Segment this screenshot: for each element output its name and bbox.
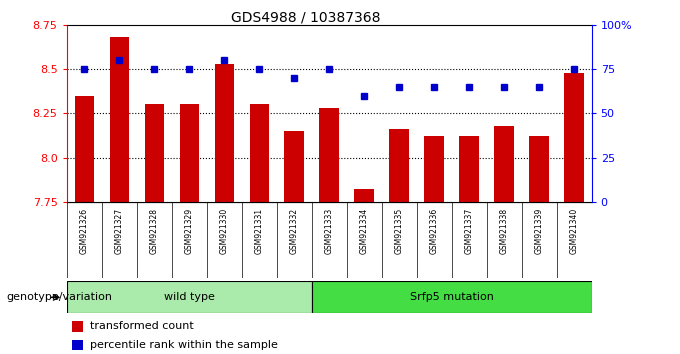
Bar <box>460 136 479 202</box>
Text: GSM921328: GSM921328 <box>150 208 158 254</box>
Bar <box>530 136 549 202</box>
Bar <box>320 108 339 202</box>
Text: transformed count: transformed count <box>90 321 194 331</box>
Text: GSM921330: GSM921330 <box>220 208 228 254</box>
Bar <box>311 281 592 313</box>
Text: genotype/variation: genotype/variation <box>7 292 113 302</box>
Bar <box>67 281 311 313</box>
Text: GSM921334: GSM921334 <box>360 208 369 254</box>
Text: wild type: wild type <box>164 292 215 302</box>
Text: GSM921333: GSM921333 <box>324 208 334 254</box>
Bar <box>390 129 409 202</box>
Bar <box>564 73 583 202</box>
Text: GSM921336: GSM921336 <box>430 208 439 254</box>
Text: GSM921337: GSM921337 <box>464 208 473 254</box>
Text: GSM921335: GSM921335 <box>394 208 404 254</box>
Text: GSM921329: GSM921329 <box>185 208 194 254</box>
Text: GSM921326: GSM921326 <box>80 208 88 254</box>
Bar <box>72 321 84 332</box>
Text: GSM921327: GSM921327 <box>115 208 124 254</box>
Text: GSM921332: GSM921332 <box>290 208 299 254</box>
Bar <box>250 104 269 202</box>
Bar <box>180 104 199 202</box>
Bar <box>75 96 94 202</box>
Bar <box>109 37 129 202</box>
Bar <box>284 131 304 202</box>
Bar <box>424 136 444 202</box>
Bar <box>494 126 513 202</box>
Text: GSM921331: GSM921331 <box>254 208 264 254</box>
Text: GSM921340: GSM921340 <box>570 208 579 254</box>
Text: GSM921339: GSM921339 <box>534 208 543 254</box>
Text: percentile rank within the sample: percentile rank within the sample <box>90 340 278 350</box>
Bar <box>354 189 374 202</box>
Text: GDS4988 / 10387368: GDS4988 / 10387368 <box>231 11 381 25</box>
Bar <box>72 340 84 350</box>
Text: Srfp5 mutation: Srfp5 mutation <box>409 292 494 302</box>
Bar <box>145 104 164 202</box>
Bar <box>214 64 234 202</box>
Text: GSM921338: GSM921338 <box>500 208 509 254</box>
